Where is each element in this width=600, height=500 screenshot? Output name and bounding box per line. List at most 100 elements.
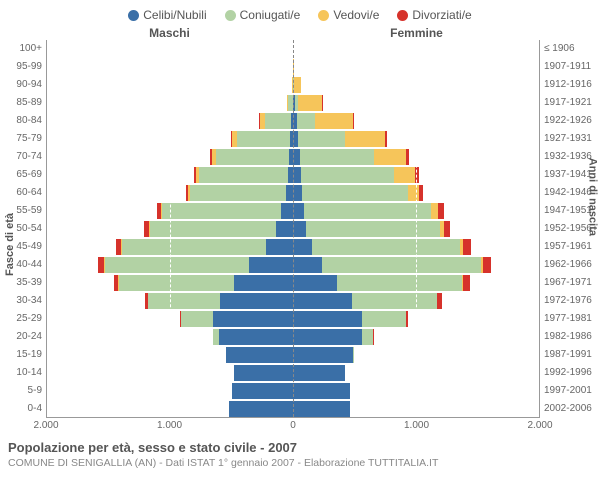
legend-label: Celibi/Nubili bbox=[143, 8, 206, 22]
bar bbox=[293, 77, 337, 93]
legend-swatch bbox=[318, 10, 329, 21]
bar bbox=[253, 95, 293, 111]
pyramid-row bbox=[293, 364, 539, 382]
bar bbox=[137, 167, 293, 183]
bar-segment bbox=[463, 239, 470, 255]
age-label: 25-29 bbox=[0, 310, 42, 328]
female-side bbox=[293, 40, 539, 417]
pyramid-row bbox=[47, 382, 293, 400]
birth-year-label: 1972-1976 bbox=[544, 292, 600, 310]
bar bbox=[293, 365, 406, 381]
bar-segment bbox=[483, 257, 491, 273]
bar-segment bbox=[232, 383, 294, 399]
pyramid-row bbox=[47, 328, 293, 346]
bar-segment bbox=[301, 167, 394, 183]
bar-segment bbox=[293, 275, 337, 291]
male-header: Maschi bbox=[46, 26, 293, 40]
pyramid-row bbox=[47, 220, 293, 238]
age-label: 90-94 bbox=[0, 76, 42, 94]
birth-year-label: 1922-1926 bbox=[544, 112, 600, 130]
birth-year-label: 1992-1996 bbox=[544, 364, 600, 382]
bar-segment bbox=[229, 401, 293, 417]
bar-segment bbox=[294, 77, 301, 93]
bar bbox=[102, 293, 293, 309]
bar-segment bbox=[419, 185, 423, 201]
legend-label: Vedovi/e bbox=[333, 8, 379, 22]
age-label: 85-89 bbox=[0, 94, 42, 112]
bar-segment bbox=[293, 347, 353, 363]
bar-segment bbox=[234, 275, 293, 291]
bar-segment bbox=[276, 221, 293, 237]
pyramid-row bbox=[47, 58, 293, 76]
bar bbox=[293, 59, 310, 75]
bar bbox=[293, 185, 472, 201]
birth-year-label: 1982-1986 bbox=[544, 328, 600, 346]
bar bbox=[74, 257, 293, 273]
pyramid-row bbox=[293, 292, 539, 310]
xaxis-tick: 1.000 bbox=[157, 420, 182, 431]
male-side bbox=[47, 40, 293, 417]
birth-year-label: 1957-1961 bbox=[544, 238, 600, 256]
pyramid-row bbox=[293, 328, 539, 346]
pyramid-row bbox=[293, 76, 539, 94]
pyramid-row bbox=[47, 274, 293, 292]
bar bbox=[293, 239, 502, 255]
chart-title: Popolazione per età, sesso e stato civil… bbox=[8, 440, 592, 455]
yaxis-left-label: Fasce di età bbox=[4, 213, 16, 276]
pyramid-row bbox=[47, 256, 293, 274]
bar-segment bbox=[234, 365, 293, 381]
bar-segment bbox=[265, 113, 291, 129]
bar-segment bbox=[293, 401, 350, 417]
bar-segment bbox=[444, 221, 450, 237]
bar bbox=[293, 203, 485, 219]
pyramid-row bbox=[47, 130, 293, 148]
bar-segment bbox=[345, 131, 384, 147]
xaxis: 2.0001.00001.0002.000 bbox=[0, 420, 600, 434]
bar-segment bbox=[293, 167, 301, 183]
bar-segment bbox=[322, 257, 481, 273]
bar-segment bbox=[237, 131, 290, 147]
age-label: 75-79 bbox=[0, 130, 42, 148]
bar bbox=[293, 167, 469, 183]
plot bbox=[46, 40, 540, 418]
bar bbox=[170, 383, 293, 399]
bar-segment bbox=[373, 329, 374, 345]
age-label: 95-99 bbox=[0, 58, 42, 76]
bar-segment bbox=[293, 257, 322, 273]
birth-year-label: 2002-2006 bbox=[544, 400, 600, 418]
bar-segment bbox=[181, 311, 213, 327]
bar-segment bbox=[394, 167, 415, 183]
bar-segment bbox=[286, 185, 293, 201]
column-headers: Maschi Femmine bbox=[0, 26, 600, 40]
bar-segment bbox=[438, 203, 443, 219]
bar-segment bbox=[119, 275, 235, 291]
xaxis-tick: 2.000 bbox=[33, 420, 58, 431]
yaxis-right-label: Anni di nascita bbox=[586, 158, 598, 236]
bar-segment bbox=[300, 149, 374, 165]
footer: Popolazione per età, sesso e stato civil… bbox=[0, 434, 600, 469]
xaxis-tick: 0 bbox=[290, 420, 296, 431]
bar bbox=[83, 275, 293, 291]
bar-segment bbox=[293, 149, 300, 165]
age-label: 5-9 bbox=[0, 382, 42, 400]
pyramid-row bbox=[293, 112, 539, 130]
bar-segment bbox=[415, 167, 419, 183]
bar-segment bbox=[362, 329, 373, 345]
legend-label: Divorziati/e bbox=[412, 8, 471, 22]
birth-year-label: 1967-1971 bbox=[544, 274, 600, 292]
pyramid-row bbox=[293, 238, 539, 256]
age-label: 15-19 bbox=[0, 346, 42, 364]
pyramid-row bbox=[293, 94, 539, 112]
bar bbox=[293, 221, 490, 237]
bar-segment bbox=[293, 203, 304, 219]
bar-segment bbox=[362, 311, 406, 327]
xaxis-ticks: 2.0001.00001.0002.000 bbox=[46, 420, 540, 434]
bar bbox=[293, 293, 485, 309]
age-label: 10-14 bbox=[0, 364, 42, 382]
bar-segment bbox=[298, 131, 345, 147]
bar bbox=[279, 77, 293, 93]
legend-item: Divorziati/e bbox=[397, 8, 471, 22]
bar-segment bbox=[463, 275, 470, 291]
pyramid-row bbox=[47, 310, 293, 328]
bar-segment bbox=[266, 239, 293, 255]
